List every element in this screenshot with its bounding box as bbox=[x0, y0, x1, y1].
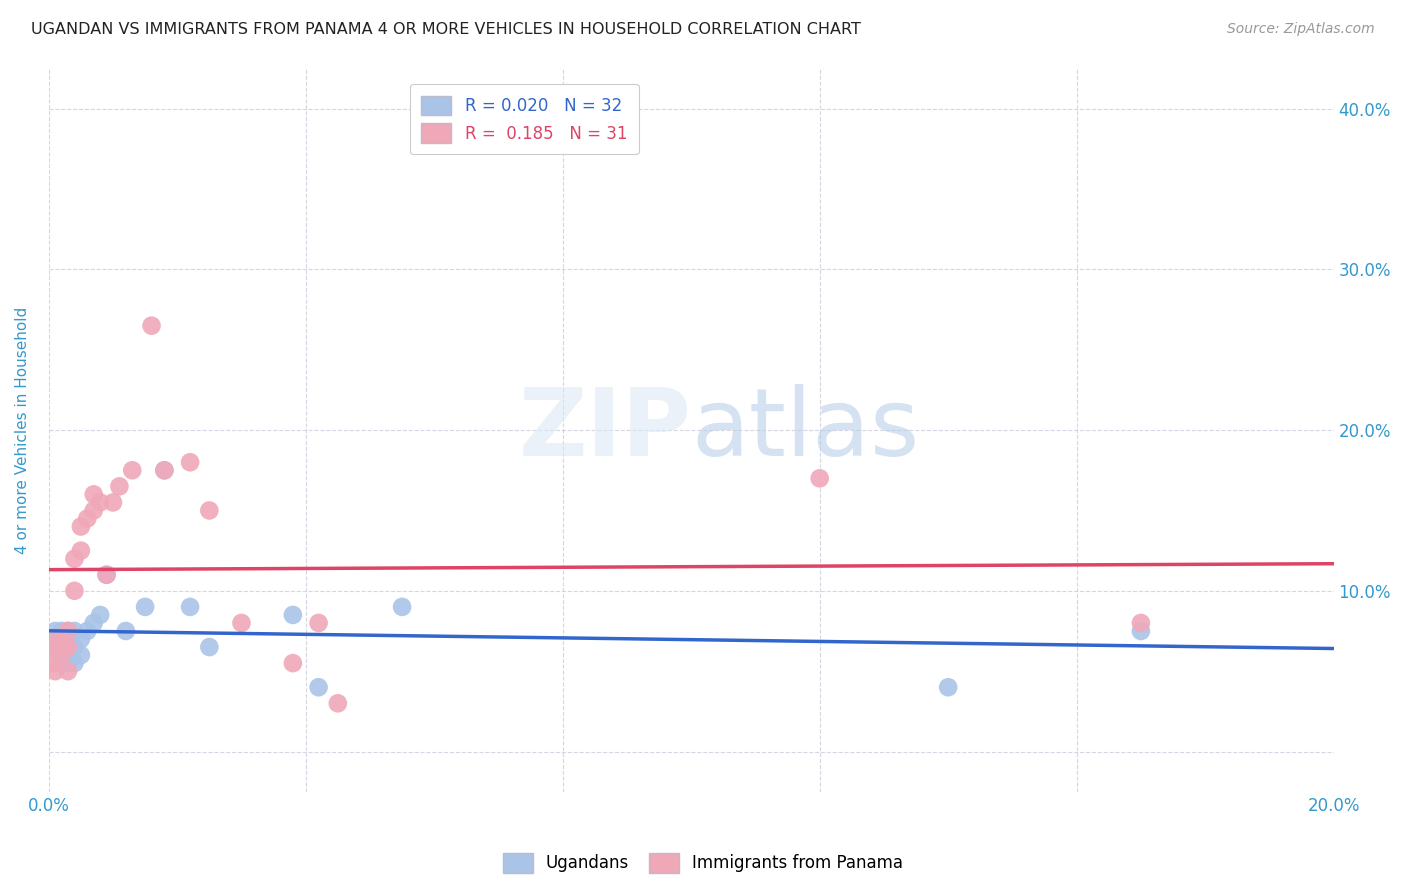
Point bbox=[198, 640, 221, 654]
Point bbox=[153, 463, 176, 477]
Text: atlas: atlas bbox=[692, 384, 920, 476]
Text: ZIP: ZIP bbox=[519, 384, 692, 476]
Point bbox=[63, 551, 86, 566]
Point bbox=[48, 632, 70, 646]
Point bbox=[121, 463, 143, 477]
Point bbox=[281, 607, 304, 622]
Point bbox=[56, 664, 79, 678]
Point bbox=[44, 632, 66, 646]
Point bbox=[48, 632, 70, 646]
Point bbox=[41, 640, 63, 654]
Point bbox=[281, 656, 304, 670]
Point bbox=[89, 495, 111, 509]
Point bbox=[70, 648, 93, 662]
Point bbox=[198, 503, 221, 517]
Point bbox=[1129, 615, 1152, 630]
Point bbox=[63, 656, 86, 670]
Point bbox=[44, 624, 66, 638]
Text: UGANDAN VS IMMIGRANTS FROM PANAMA 4 OR MORE VEHICLES IN HOUSEHOLD CORRELATION CH: UGANDAN VS IMMIGRANTS FROM PANAMA 4 OR M… bbox=[31, 22, 860, 37]
Point bbox=[56, 656, 79, 670]
Point bbox=[83, 615, 105, 630]
Point bbox=[141, 318, 163, 333]
Point bbox=[56, 632, 79, 646]
Point bbox=[179, 455, 201, 469]
Point bbox=[326, 696, 349, 710]
Point bbox=[51, 632, 73, 646]
Point bbox=[41, 656, 63, 670]
Y-axis label: 4 or more Vehicles in Household: 4 or more Vehicles in Household bbox=[15, 307, 30, 554]
Point bbox=[308, 680, 330, 694]
Point bbox=[83, 487, 105, 501]
Point bbox=[48, 648, 70, 662]
Point bbox=[70, 519, 93, 533]
Point bbox=[70, 543, 93, 558]
Point bbox=[56, 640, 79, 654]
Point bbox=[51, 640, 73, 654]
Point bbox=[51, 648, 73, 662]
Point bbox=[51, 656, 73, 670]
Point bbox=[153, 463, 176, 477]
Point bbox=[108, 479, 131, 493]
Text: Source: ZipAtlas.com: Source: ZipAtlas.com bbox=[1227, 22, 1375, 37]
Point bbox=[231, 615, 253, 630]
Point bbox=[51, 640, 73, 654]
Point bbox=[63, 583, 86, 598]
Point bbox=[89, 607, 111, 622]
Point bbox=[134, 599, 156, 614]
Point bbox=[56, 640, 79, 654]
Point bbox=[391, 599, 413, 614]
Point bbox=[96, 567, 118, 582]
Point bbox=[44, 640, 66, 654]
Point bbox=[76, 511, 98, 525]
Point bbox=[44, 664, 66, 678]
Point bbox=[936, 680, 959, 694]
Point bbox=[83, 503, 105, 517]
Point bbox=[63, 624, 86, 638]
Point bbox=[308, 615, 330, 630]
Point bbox=[63, 640, 86, 654]
Point bbox=[101, 495, 124, 509]
Legend: R = 0.020   N = 32, R =  0.185   N = 31: R = 0.020 N = 32, R = 0.185 N = 31 bbox=[409, 84, 638, 154]
Legend: Ugandans, Immigrants from Panama: Ugandans, Immigrants from Panama bbox=[496, 847, 910, 880]
Point bbox=[76, 624, 98, 638]
Point bbox=[1129, 624, 1152, 638]
Point bbox=[51, 624, 73, 638]
Point bbox=[70, 632, 93, 646]
Point bbox=[56, 624, 79, 638]
Point bbox=[179, 599, 201, 614]
Point bbox=[96, 567, 118, 582]
Point bbox=[115, 624, 138, 638]
Point bbox=[808, 471, 831, 485]
Point bbox=[56, 624, 79, 638]
